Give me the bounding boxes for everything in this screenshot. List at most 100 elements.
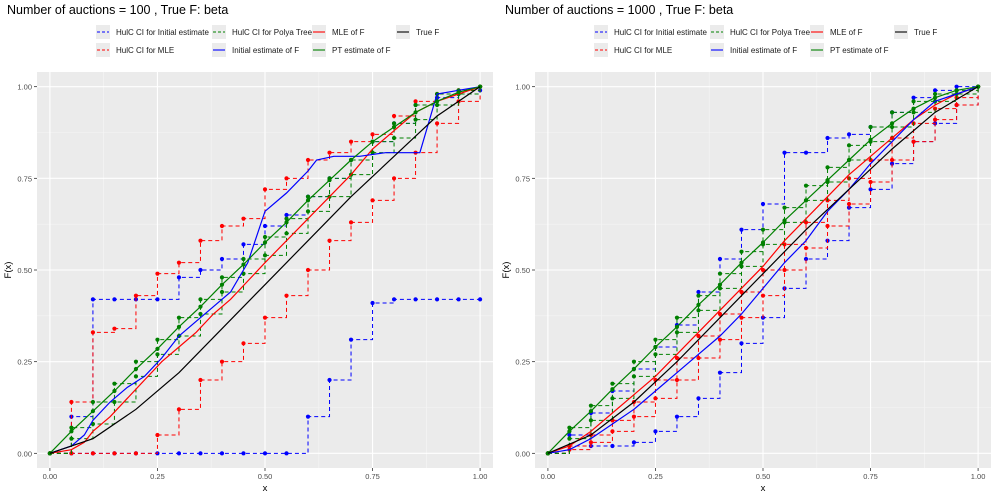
data-point: [825, 165, 830, 170]
data-point: [133, 451, 139, 456]
data-point: [760, 240, 766, 245]
data-point: [825, 135, 830, 141]
x-axis-label: x: [761, 483, 766, 494]
data-point: [262, 451, 268, 456]
data-point: [413, 110, 418, 115]
data-point: [717, 337, 723, 342]
legend-item: HulC CI for Polya Tree: [710, 25, 811, 39]
legend-label: True F: [416, 28, 439, 37]
data-point: [610, 443, 615, 449]
data-point: [434, 99, 440, 104]
data-point: [456, 297, 461, 302]
legend-item: HulC CI for MLE: [594, 43, 672, 57]
y-tick-label: 0.25: [515, 358, 530, 367]
data-point: [932, 91, 938, 97]
y-tick-label: 0.75: [17, 174, 32, 183]
series-line: [547, 86, 979, 454]
data-point: [825, 223, 830, 229]
data-point: [631, 440, 637, 445]
data-point: [760, 227, 766, 232]
data-point: [262, 187, 268, 192]
data-point: [69, 429, 74, 434]
data-point: [739, 249, 744, 254]
data-point: [262, 234, 268, 240]
legend-label: MLE of F: [830, 28, 863, 37]
data-point: [954, 88, 959, 93]
series-line: [547, 86, 979, 454]
data-point: [911, 139, 916, 144]
data-point: [348, 157, 354, 163]
data-point: [653, 429, 658, 434]
x-tick-label: 0.50: [756, 472, 771, 481]
data-point: [932, 88, 938, 93]
data-point: [739, 289, 744, 295]
data-point: [176, 451, 182, 456]
y-tick-label: 0.50: [515, 266, 530, 275]
data-point: [413, 117, 418, 122]
x-tick-label: 1.00: [971, 472, 986, 481]
data-point: [133, 293, 139, 298]
legend-label: HulC CI for Polya Tree: [730, 28, 811, 37]
data-point: [155, 337, 160, 342]
data-point: [112, 326, 117, 331]
data-point: [954, 84, 959, 89]
series-initial-estimate-of-f: [49, 86, 481, 454]
data-point: [284, 220, 289, 225]
data-point: [219, 359, 225, 364]
series-mle-of-f: [547, 86, 979, 454]
data-point: [198, 451, 203, 456]
series-pt-estimate-of-f: [545, 84, 981, 456]
data-point: [391, 124, 397, 130]
data-point: [219, 289, 225, 295]
data-point: [305, 267, 311, 273]
data-point: [219, 275, 225, 280]
data-point: [653, 344, 658, 350]
data-point: [674, 377, 680, 383]
data-point: [911, 99, 916, 104]
data-point: [241, 216, 246, 221]
data-point: [588, 409, 594, 414]
x-tick-label: 0.75: [863, 472, 878, 481]
data-point: [696, 308, 701, 313]
data-point: [610, 387, 615, 392]
legend-label: HulC CI for MLE: [116, 46, 174, 55]
data-point: [241, 262, 246, 267]
series-line: [49, 86, 481, 454]
legend-item: MLE of F: [810, 25, 863, 39]
data-point: [112, 451, 117, 456]
data-point: [760, 201, 766, 207]
data-point: [241, 256, 246, 262]
data-point: [782, 267, 787, 273]
data-point: [696, 333, 701, 339]
data-point: [391, 176, 397, 181]
data-point: [717, 311, 723, 317]
data-point: [327, 178, 332, 183]
data-point: [327, 238, 332, 243]
data-point: [348, 337, 354, 342]
series-pt-estimate-of-f: [47, 84, 483, 456]
data-point: [717, 370, 723, 375]
data-point: [198, 297, 203, 302]
data-point: [262, 223, 268, 229]
data-point: [305, 198, 311, 203]
series-true-f: [547, 86, 979, 454]
data-point: [219, 223, 225, 229]
data-point: [348, 220, 354, 225]
data-point: [262, 315, 268, 320]
data-point: [696, 396, 701, 401]
legend-label: Initial estimate of F: [730, 46, 797, 55]
data-point: [241, 242, 246, 247]
legend-label: HulC CI for Initial estimate: [614, 28, 707, 37]
data-point: [846, 132, 852, 137]
data-point: [133, 366, 139, 372]
data-point: [198, 304, 203, 309]
data-point: [391, 121, 397, 126]
x-tick-label: 0.00: [43, 472, 58, 481]
data-point: [782, 150, 787, 155]
data-point: [413, 102, 418, 108]
data-point: [262, 240, 268, 245]
data-point: [284, 176, 289, 181]
data-point: [782, 218, 787, 223]
data-point: [176, 315, 182, 320]
data-point: [588, 440, 594, 445]
